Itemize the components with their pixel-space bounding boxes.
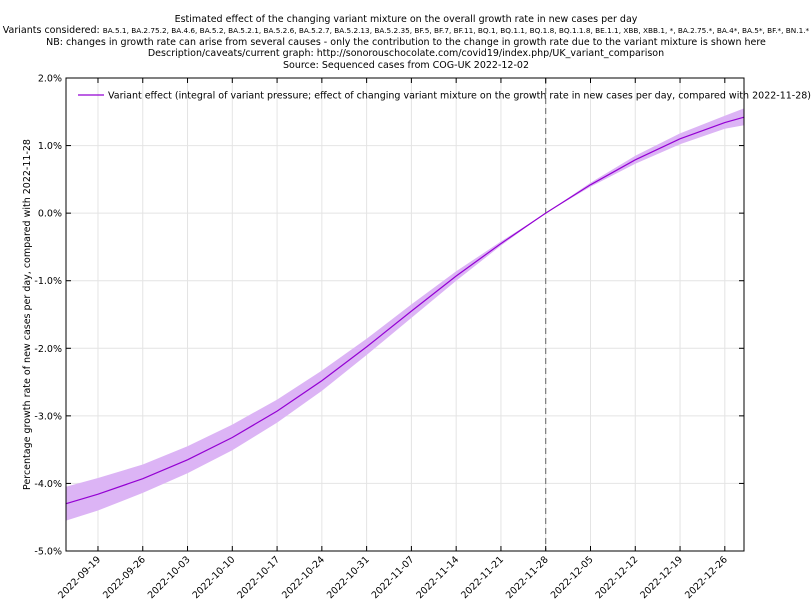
variants-prefix: Variants considered: xyxy=(2,25,100,37)
x-tick-label: 2022-11-21 xyxy=(459,554,506,601)
x-tick-label: 2022-12-19 xyxy=(638,554,685,601)
y-tick-label: -3.0% xyxy=(34,411,62,422)
chart-title: Estimated effect of the changing variant… xyxy=(174,14,638,25)
x-tick-label: 2022-12-26 xyxy=(683,554,730,601)
x-tick-label: 2022-09-19 xyxy=(56,554,103,601)
confidence-band xyxy=(66,108,744,521)
y-tick-label: -2.0% xyxy=(34,344,62,355)
x-tick-label: 2022-11-07 xyxy=(370,554,417,601)
axis-ticks: -5.0% -4.0% -3.0% -2.0% -1.0% 0.0% 1.0% 2.0% 202… xyxy=(34,74,744,601)
variants-line: Variants considered: BA.5.1, BA.2.75.2, … xyxy=(0,25,812,36)
x-tick-label: 2022-11-14 xyxy=(414,554,461,601)
x-tick-label: 2022-11-28 xyxy=(504,554,551,601)
y-tick-label: -5.0% xyxy=(34,547,62,558)
x-tick-label: 2022-10-24 xyxy=(280,554,327,601)
chart-header: Estimated effect of the changing variant… xyxy=(0,14,812,71)
x-tick-label: 2022-10-03 xyxy=(146,554,193,601)
legend-label: Variant effect (integral of variant pres… xyxy=(108,91,811,102)
series-line xyxy=(65,116,745,505)
y-tick-label: -1.0% xyxy=(34,276,62,287)
chart-description: Description/caveats/current graph: http:… xyxy=(147,48,665,60)
legend: Variant effect (integral of variant pres… xyxy=(78,91,811,102)
y-axis-label: Percentage growth rate of new cases per … xyxy=(22,139,33,490)
x-tick-label: 2022-12-12 xyxy=(594,554,641,601)
x-tick-label: 2022-10-10 xyxy=(191,554,238,601)
y-tick-label: 1.0% xyxy=(38,141,62,152)
x-tick-label: 2022-12-05 xyxy=(549,554,596,601)
variants-list: BA.5.1, BA.2.75.2, BA.4.6, BA.5.2, BA.5.… xyxy=(102,26,810,36)
x-tick-label: 2022-10-31 xyxy=(325,554,372,601)
x-tick-label: 2022-10-17 xyxy=(235,554,282,601)
y-tick-label: -4.0% xyxy=(34,479,62,490)
chart-note: NB: changes in growth rate can arise fro… xyxy=(46,36,766,48)
x-tick-label: 2022-09-26 xyxy=(101,554,148,601)
y-tick-label: 2.0% xyxy=(38,74,62,85)
chart-source: Source: Sequenced cases from COG-UK 2022… xyxy=(282,59,529,71)
plot-frame xyxy=(65,77,745,552)
y-tick-label: 0.0% xyxy=(38,209,62,220)
